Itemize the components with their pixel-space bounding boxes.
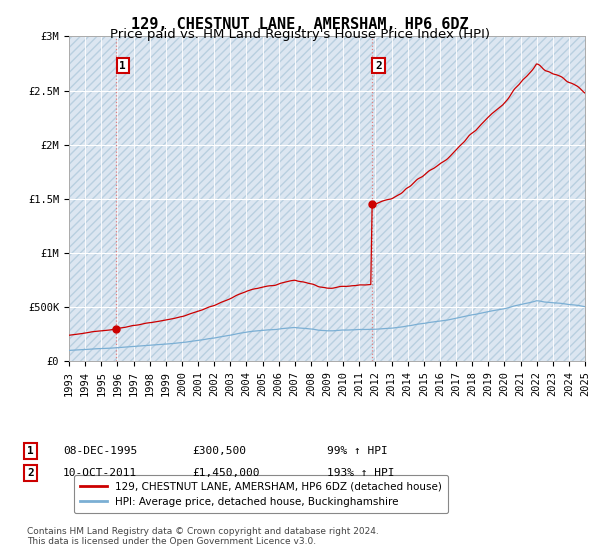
Text: 193% ↑ HPI: 193% ↑ HPI (327, 468, 395, 478)
Text: £1,450,000: £1,450,000 (192, 468, 260, 478)
Text: 08-DEC-1995: 08-DEC-1995 (63, 446, 137, 456)
Text: 2: 2 (375, 60, 382, 71)
Text: Contains HM Land Registry data © Crown copyright and database right 2024.
This d: Contains HM Land Registry data © Crown c… (27, 526, 379, 546)
Text: Price paid vs. HM Land Registry's House Price Index (HPI): Price paid vs. HM Land Registry's House … (110, 28, 490, 41)
Text: 2: 2 (27, 468, 34, 478)
Text: 1: 1 (119, 60, 126, 71)
Text: 129, CHESTNUT LANE, AMERSHAM, HP6 6DZ: 129, CHESTNUT LANE, AMERSHAM, HP6 6DZ (131, 17, 469, 32)
Legend: 129, CHESTNUT LANE, AMERSHAM, HP6 6DZ (detached house), HPI: Average price, deta: 129, CHESTNUT LANE, AMERSHAM, HP6 6DZ (d… (74, 475, 448, 513)
Text: 1: 1 (27, 446, 34, 456)
Text: £300,500: £300,500 (192, 446, 246, 456)
Text: 10-OCT-2011: 10-OCT-2011 (63, 468, 137, 478)
Text: 99% ↑ HPI: 99% ↑ HPI (327, 446, 388, 456)
